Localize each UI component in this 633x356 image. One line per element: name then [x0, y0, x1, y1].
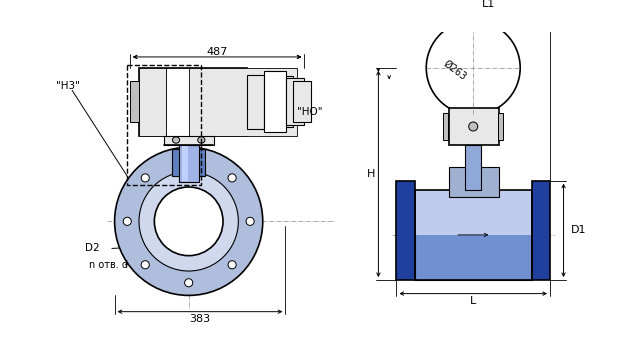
- Bar: [465, 145, 481, 190]
- Bar: [498, 113, 503, 140]
- Bar: [165, 136, 214, 145]
- Bar: [189, 68, 297, 136]
- Bar: [127, 65, 201, 185]
- Text: "НО": "НО": [297, 107, 323, 117]
- Ellipse shape: [197, 137, 205, 143]
- Text: L: L: [470, 296, 477, 306]
- Text: D2: D2: [85, 244, 99, 253]
- Ellipse shape: [141, 174, 149, 182]
- Ellipse shape: [154, 187, 223, 256]
- Text: D1: D1: [571, 225, 586, 235]
- Ellipse shape: [228, 174, 236, 182]
- Bar: [267, 76, 292, 127]
- Bar: [139, 68, 248, 136]
- Ellipse shape: [246, 217, 254, 225]
- Bar: [286, 78, 304, 125]
- Polygon shape: [415, 190, 532, 280]
- Bar: [264, 71, 286, 132]
- Bar: [166, 68, 216, 136]
- Ellipse shape: [115, 147, 263, 295]
- Bar: [182, 146, 188, 181]
- Bar: [449, 109, 499, 145]
- Bar: [442, 113, 448, 140]
- Bar: [248, 74, 264, 129]
- Ellipse shape: [139, 172, 239, 271]
- Bar: [139, 68, 166, 136]
- Ellipse shape: [468, 122, 478, 131]
- Text: 487: 487: [206, 47, 228, 57]
- Ellipse shape: [185, 156, 192, 164]
- Bar: [449, 167, 499, 197]
- Ellipse shape: [141, 261, 149, 269]
- Bar: [396, 181, 415, 280]
- Ellipse shape: [426, 21, 520, 115]
- Text: 383: 383: [189, 314, 211, 324]
- Bar: [415, 190, 532, 235]
- Bar: [292, 81, 311, 122]
- Text: n отв. d: n отв. d: [89, 260, 128, 270]
- Ellipse shape: [123, 217, 131, 225]
- Text: Ø263: Ø263: [442, 58, 468, 82]
- Bar: [179, 145, 199, 183]
- Text: L1: L1: [482, 0, 495, 9]
- Bar: [415, 190, 532, 280]
- Ellipse shape: [228, 261, 236, 269]
- Bar: [172, 149, 205, 176]
- Ellipse shape: [185, 279, 192, 287]
- Ellipse shape: [172, 137, 180, 143]
- Bar: [130, 81, 139, 122]
- Text: H: H: [367, 169, 375, 179]
- Text: "Н3": "Н3": [56, 81, 80, 91]
- Bar: [248, 76, 267, 127]
- Bar: [532, 181, 550, 280]
